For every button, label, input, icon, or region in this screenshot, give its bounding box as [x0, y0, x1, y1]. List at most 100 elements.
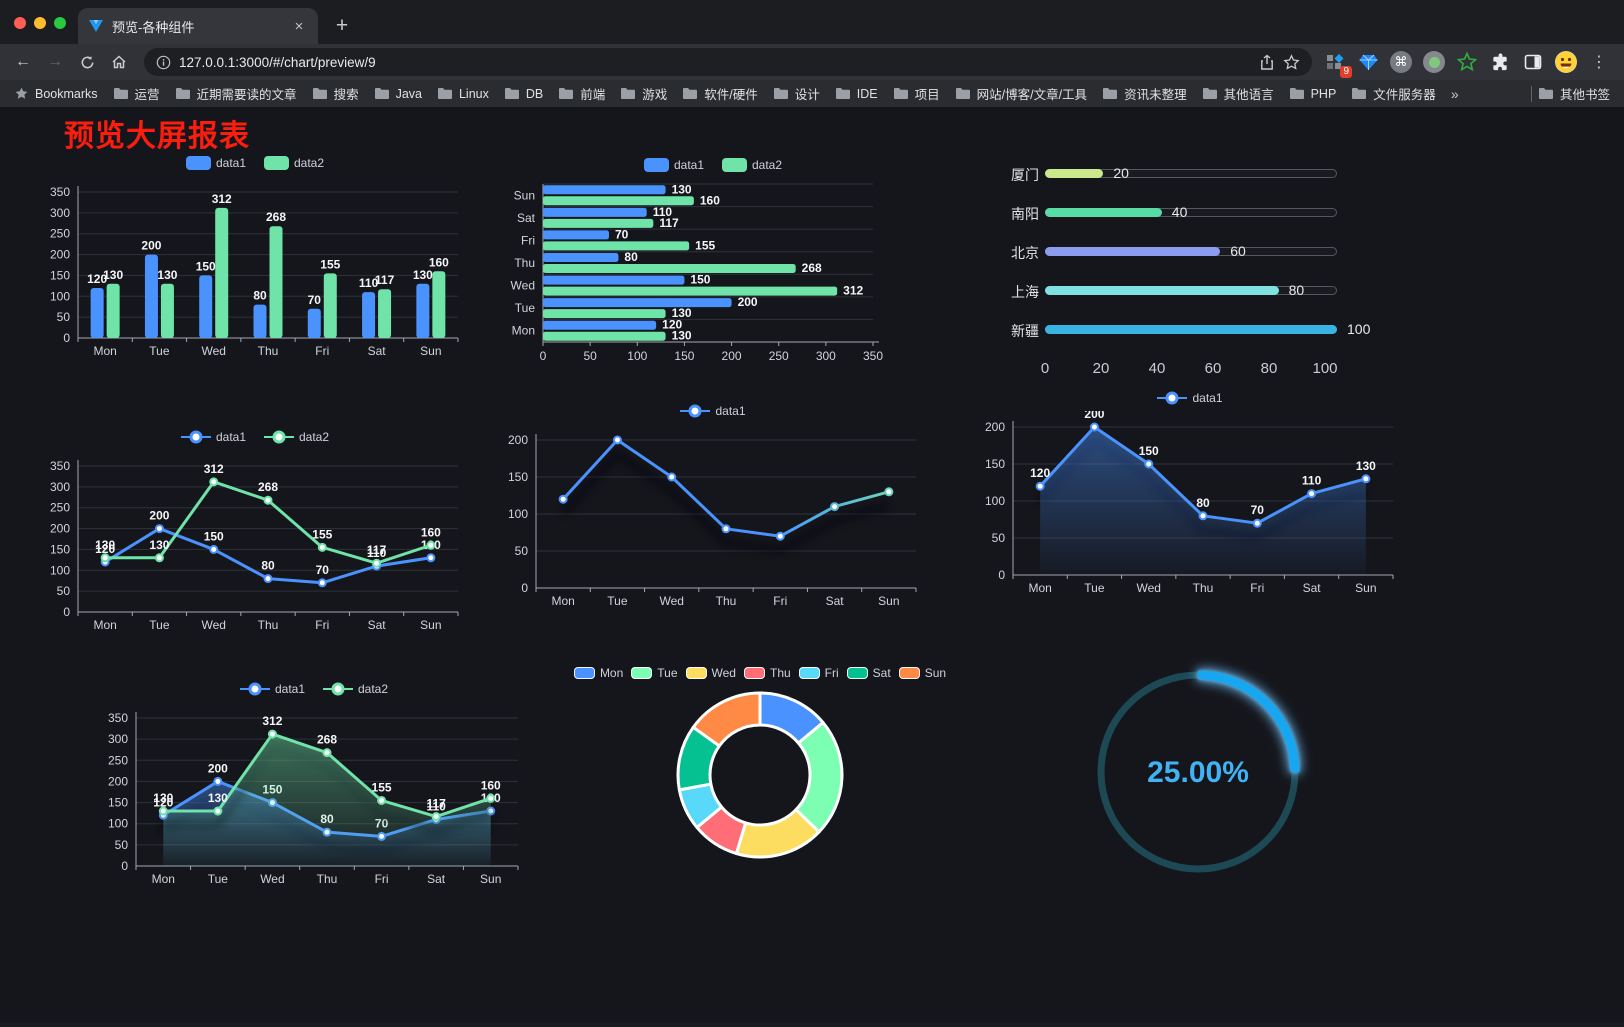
site-info-icon[interactable] — [156, 55, 171, 70]
legend-item[interactable]: data1 — [680, 404, 746, 418]
legend-item[interactable]: Wed — [685, 666, 736, 680]
chart-legend: Mon Tue Wed Thu Fri Sat Sun — [560, 660, 960, 686]
svg-text:110: 110 — [367, 546, 387, 560]
bookmark-item[interactable]: 近期需要读的文章 — [175, 84, 297, 103]
chart-legend: data1 — [498, 398, 928, 424]
folder-icon — [1103, 88, 1118, 99]
new-tab-button[interactable]: + — [335, 14, 349, 37]
home-button[interactable] — [106, 49, 132, 75]
bookmark-item[interactable]: 软件/硬件 — [682, 84, 758, 103]
chart-canvas: 0 50 100 150 200 Mon Tue Wed Thu Fri Sat Sun 120 200 1… — [985, 411, 1394, 595]
star-extension-icon[interactable] — [1456, 51, 1478, 73]
svg-text:Fri: Fri — [315, 344, 329, 358]
legend-item[interactable]: Sat — [846, 666, 891, 680]
bookmarks-label: Bookmarks — [35, 86, 98, 101]
chart-canvas: 0 50 100 150 200 250 300 350 Mon Tue Wed Thu Fri Sat S… — [108, 711, 519, 886]
bookmark-item[interactable]: 搜索 — [312, 84, 359, 103]
extensions-puzzle-icon[interactable] — [1489, 51, 1511, 73]
back-button[interactable]: ← — [15, 53, 31, 70]
bookmark-item[interactable]: IDE — [835, 84, 878, 103]
close-window-button[interactable] — [14, 17, 26, 29]
bookmark-item[interactable]: 其他语言 — [1202, 84, 1274, 103]
bookmark-item[interactable]: DB — [504, 84, 543, 103]
puzzle-icon — [1492, 52, 1507, 70]
legend-item[interactable]: data1 — [643, 158, 704, 172]
legend-item[interactable]: data1 — [239, 682, 305, 696]
svg-text:250: 250 — [50, 227, 70, 241]
legend-item[interactable]: data2 — [722, 158, 782, 172]
legend-swatch — [846, 667, 868, 679]
legend-item[interactable]: Thu — [743, 666, 791, 680]
legend-item[interactable]: data2 — [264, 430, 329, 444]
bookmark-item[interactable]: 文件服务器 — [1351, 84, 1436, 103]
svg-text:110: 110 — [653, 205, 673, 219]
bookmarks-overflow-chevron[interactable]: » — [1450, 85, 1459, 102]
bookmark-item[interactable]: Java — [374, 84, 422, 103]
legend-line-marker — [264, 430, 294, 444]
legend-swatch — [631, 667, 653, 679]
bookmark-item[interactable]: 项目 — [893, 84, 940, 103]
bookmark-label: 其他语言 — [1223, 88, 1274, 102]
legend-item[interactable]: Sun — [898, 666, 947, 680]
bookmark-star-icon[interactable] — [1283, 53, 1300, 71]
folder-icon — [175, 88, 190, 99]
legend-swatch — [185, 156, 211, 170]
legend-item[interactable]: Mon — [573, 666, 623, 680]
bookmark-item[interactable]: 设计 — [773, 84, 820, 103]
bookmark-label: 文件服务器 — [1373, 88, 1436, 102]
other-bookmarks-folder[interactable]: 其他书签 — [1538, 84, 1610, 103]
legend-item[interactable]: data1 — [180, 430, 246, 444]
bookmark-item[interactable]: Linux — [437, 84, 489, 103]
svg-text:117: 117 — [367, 543, 387, 557]
bookmark-item[interactable]: 游戏 — [620, 84, 667, 103]
tab-close-icon[interactable]: × — [294, 17, 304, 35]
share-icon[interactable] — [1259, 54, 1275, 71]
bookmark-label: DB — [525, 86, 544, 101]
progress-row-label: 新疆 — [1011, 323, 1039, 339]
svg-text:350: 350 — [108, 711, 128, 725]
legend-item[interactable]: data2 — [264, 156, 324, 170]
folder-icon — [1352, 88, 1367, 99]
url-text[interactable]: 127.0.0.1:3000/#/chart/preview/9 — [179, 54, 376, 70]
chart-area-line: data1 0 50 100 150 200 Mon Tue Wed Thu Fri Sat Sun 12… — [975, 385, 1405, 599]
recorder-extension-icon[interactable] — [1423, 51, 1445, 73]
browser-menu-icon[interactable]: ⋮ — [1591, 54, 1607, 71]
svg-text:155: 155 — [695, 238, 715, 252]
side-panel-icon[interactable] — [1522, 51, 1544, 73]
bookmark-item[interactable]: 网站/博客/文章/工具 — [955, 84, 1087, 103]
svg-text:Tue: Tue — [208, 872, 229, 886]
bookmark-item[interactable]: PHP — [1289, 84, 1336, 103]
profile-avatar[interactable] — [1555, 51, 1577, 73]
reload-button[interactable] — [74, 49, 100, 75]
grid-diamond-icon — [1327, 54, 1344, 69]
svg-text:160: 160 — [700, 193, 720, 207]
minimize-window-button[interactable] — [34, 17, 46, 29]
bookmark-items: 运营 近期需要读的文章 搜索 Java Linux DB 前端 游戏 软件/硬件 设计 IDE 项目 网… — [113, 84, 1436, 103]
command-extension-icon[interactable]: ⌘ — [1390, 51, 1412, 73]
bookmarks-manager[interactable]: Bookmarks — [14, 86, 98, 101]
browser-window: 预览-各种组件 × + ← → 127.0.0.1:3000/#/chart/p… — [0, 0, 1624, 107]
bookmark-item[interactable]: 运营 — [113, 84, 160, 103]
forward-button[interactable]: → — [47, 53, 63, 70]
url-bar[interactable]: 127.0.0.1:3000/#/chart/preview/9 — [144, 48, 1312, 76]
legend-item[interactable]: data1 — [1157, 391, 1223, 405]
legend-swatch — [722, 158, 747, 172]
legend-item[interactable]: data2 — [323, 682, 388, 696]
svg-text:117: 117 — [659, 216, 679, 230]
legend-item[interactable]: data1 — [185, 156, 246, 170]
svg-text:300: 300 — [50, 480, 70, 494]
bookmark-item[interactable]: 资讯未整理 — [1102, 84, 1187, 103]
proxy-extension-icon[interactable]: 9 — [1324, 51, 1352, 78]
maximize-window-button[interactable] — [54, 17, 66, 29]
legend-item[interactable]: Fri — [798, 666, 839, 680]
legend-item[interactable]: Tue — [631, 666, 678, 680]
gem-extension-icon[interactable] — [1357, 51, 1379, 73]
progress-fill — [1045, 247, 1221, 256]
legend-label: data1 — [215, 430, 246, 444]
axis-tick-label: 100 — [1312, 360, 1338, 377]
bookmark-item[interactable]: 前端 — [558, 84, 605, 103]
browser-tab[interactable]: 预览-各种组件 × — [78, 8, 318, 44]
legend-label: Sun — [924, 666, 947, 680]
svg-text:Mon: Mon — [152, 872, 175, 886]
svg-text:200: 200 — [50, 522, 70, 536]
